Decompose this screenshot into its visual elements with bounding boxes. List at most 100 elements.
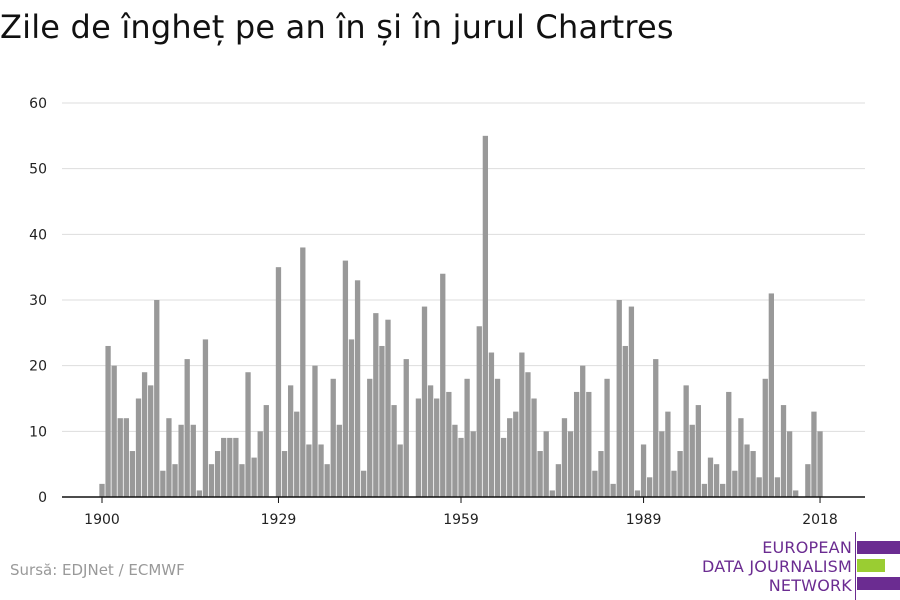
bar-1942 xyxy=(354,280,361,497)
y-tick-label: 20 xyxy=(29,359,47,375)
bar-2014 xyxy=(793,490,799,497)
bar-1931 xyxy=(287,385,294,497)
bar-1984 xyxy=(610,483,616,497)
bar-1909 xyxy=(154,300,160,497)
bar-1932 xyxy=(294,411,300,497)
bar-1925 xyxy=(251,457,257,497)
bar-1972 xyxy=(537,451,543,497)
bar-1935 xyxy=(312,365,318,497)
bar-1976 xyxy=(561,418,568,497)
bar-1998 xyxy=(695,405,701,497)
bar-1938 xyxy=(330,378,336,497)
gridlines xyxy=(62,102,865,432)
bar-2012 xyxy=(780,405,787,497)
bar-1940 xyxy=(342,260,349,497)
bar-1919 xyxy=(214,451,221,497)
bar-1917 xyxy=(202,339,209,497)
bar-1985 xyxy=(616,300,622,497)
bar-1966 xyxy=(500,437,507,497)
x-tick-label: 1929 xyxy=(261,512,297,528)
bar-1962 xyxy=(476,326,482,497)
bar-1970 xyxy=(525,372,531,497)
bar-1969 xyxy=(519,352,525,497)
bar-1907 xyxy=(141,372,148,497)
bars xyxy=(99,135,823,497)
source-note: Sursă: EDJNet / ECMWF xyxy=(10,561,185,579)
edjnet-logo[interactable]: EUROPEAN DATA JOURNALISM NETWORK xyxy=(700,530,900,600)
bar-1939 xyxy=(336,424,342,497)
bar-1927 xyxy=(263,405,269,497)
bar-1986 xyxy=(622,345,628,497)
bar-1997 xyxy=(689,424,695,497)
bar-1979 xyxy=(580,365,586,497)
logo-bar-bottom xyxy=(857,577,900,590)
y-tick-label: 0 xyxy=(38,490,47,506)
x-axis: 1900 1929 1959 1989 2018 xyxy=(62,496,865,528)
y-tick-label: 10 xyxy=(29,424,47,440)
bar-2017 xyxy=(811,411,817,497)
y-axis: 0 10 20 30 40 50 60 xyxy=(29,96,47,506)
bar-2010 xyxy=(768,293,774,497)
x-tick-label: 1989 xyxy=(626,512,662,528)
logo-divider xyxy=(855,532,856,600)
bar-2002 xyxy=(720,483,726,497)
bar-2005 xyxy=(738,418,744,497)
bar-2007 xyxy=(750,451,756,497)
bar-1922 xyxy=(233,437,239,497)
bar-1994 xyxy=(671,470,677,497)
bar-1953 xyxy=(421,306,428,497)
logo-line-1: EUROPEAN xyxy=(762,538,852,557)
bar-1955 xyxy=(434,398,440,497)
bar-1988 xyxy=(634,490,641,497)
bar-1901 xyxy=(105,345,111,497)
bar-2003 xyxy=(726,391,732,497)
bar-1936 xyxy=(318,444,324,497)
bar-1913 xyxy=(178,424,184,497)
bar-1990 xyxy=(647,477,653,497)
bar-1980 xyxy=(586,391,592,497)
bar-1948 xyxy=(391,405,397,497)
bar-1996 xyxy=(683,385,689,497)
bar-1904 xyxy=(123,418,129,497)
bar-1911 xyxy=(166,418,172,497)
bar-1908 xyxy=(148,385,154,497)
bar-1949 xyxy=(397,444,403,497)
bar-1993 xyxy=(665,411,671,497)
bar-1934 xyxy=(306,444,312,497)
bar-1987 xyxy=(628,306,635,497)
bar-1947 xyxy=(385,319,391,497)
bar-2016 xyxy=(805,464,811,497)
bar-1946 xyxy=(379,345,385,497)
bar-1983 xyxy=(604,378,610,497)
bar-1981 xyxy=(592,470,598,497)
y-tick-label: 40 xyxy=(29,227,47,243)
bar-2013 xyxy=(786,431,793,497)
bar-1974 xyxy=(549,490,555,497)
bar-1912 xyxy=(172,464,178,497)
x-tick-label: 1900 xyxy=(84,512,120,528)
bar-1995 xyxy=(677,451,683,497)
bar-2004 xyxy=(732,470,738,497)
bar-1954 xyxy=(427,385,434,497)
bar-1923 xyxy=(239,464,245,497)
bar-1952 xyxy=(415,398,422,497)
bar-2006 xyxy=(744,444,750,497)
bar-1933 xyxy=(300,247,306,497)
bar-1916 xyxy=(196,490,203,497)
bar-1945 xyxy=(373,313,379,497)
bar-1978 xyxy=(573,391,580,497)
bar-1965 xyxy=(494,378,501,497)
bar-1924 xyxy=(245,372,251,497)
bar-1930 xyxy=(281,451,288,497)
bar-1956 xyxy=(440,273,446,497)
bar-1975 xyxy=(555,464,562,497)
bar-1900 xyxy=(99,483,105,497)
bar-1963 xyxy=(482,135,489,497)
bar-2009 xyxy=(762,378,768,497)
y-tick-label: 30 xyxy=(29,293,47,309)
chart-title: Zile de îngheț pe an în și în jurul Char… xyxy=(0,8,674,46)
bar-2011 xyxy=(774,477,781,497)
bar-1914 xyxy=(184,359,190,497)
bar-1973 xyxy=(543,431,549,497)
